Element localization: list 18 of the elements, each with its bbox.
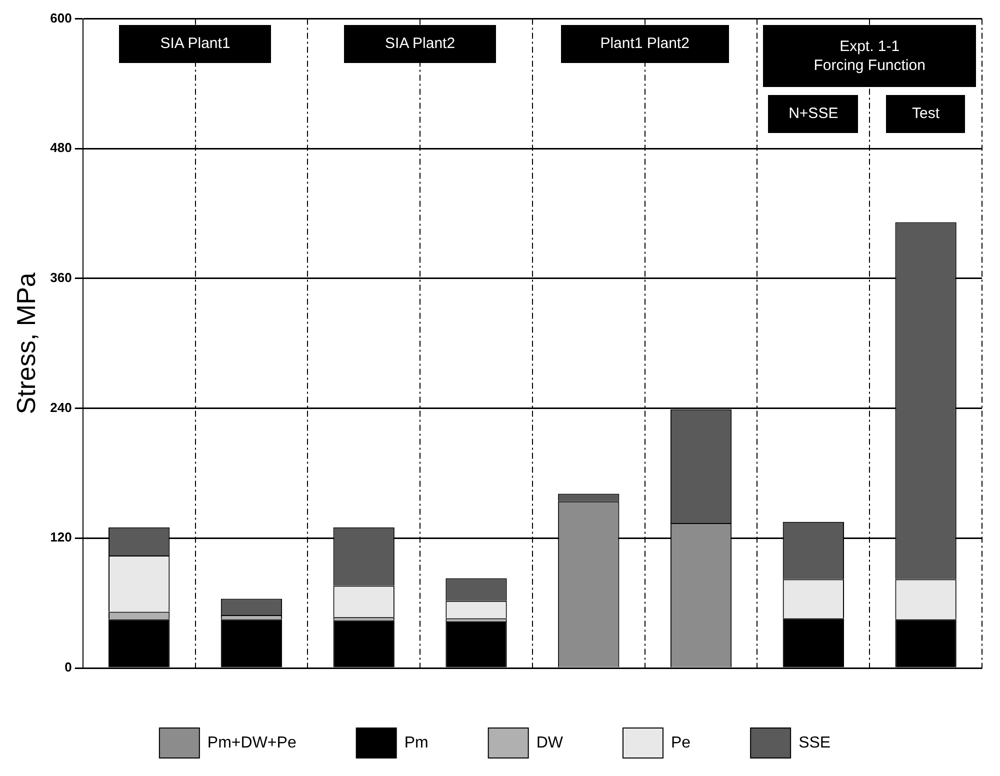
- y-tick-label: 360: [50, 270, 72, 286]
- y-tick-label: 120: [50, 530, 72, 545]
- legend-label: Pm: [404, 734, 428, 752]
- legend-label: SSE: [798, 734, 831, 752]
- caption-box: Expt. 1-1 Forcing Function: [762, 24, 976, 87]
- y-tick-label: 240: [50, 400, 72, 415]
- y-tick-label: 480: [50, 140, 72, 156]
- y-tick-label: 600: [50, 10, 72, 26]
- caption-box: SIA Plant1: [119, 24, 272, 63]
- caption-box: N+SSE: [768, 94, 858, 133]
- legend-label: DW: [536, 734, 564, 752]
- y-tick-label: 0: [64, 660, 72, 675]
- legend-label: Pe: [670, 734, 691, 752]
- caption-box: SIA Plant2: [344, 24, 496, 63]
- y-axis-title: Stress, MPa: [10, 272, 41, 414]
- legend-label: Pm+DW+Pe: [207, 734, 296, 752]
- caption-box: Plant1 Plant2: [560, 24, 730, 63]
- caption-box: Test: [886, 94, 966, 133]
